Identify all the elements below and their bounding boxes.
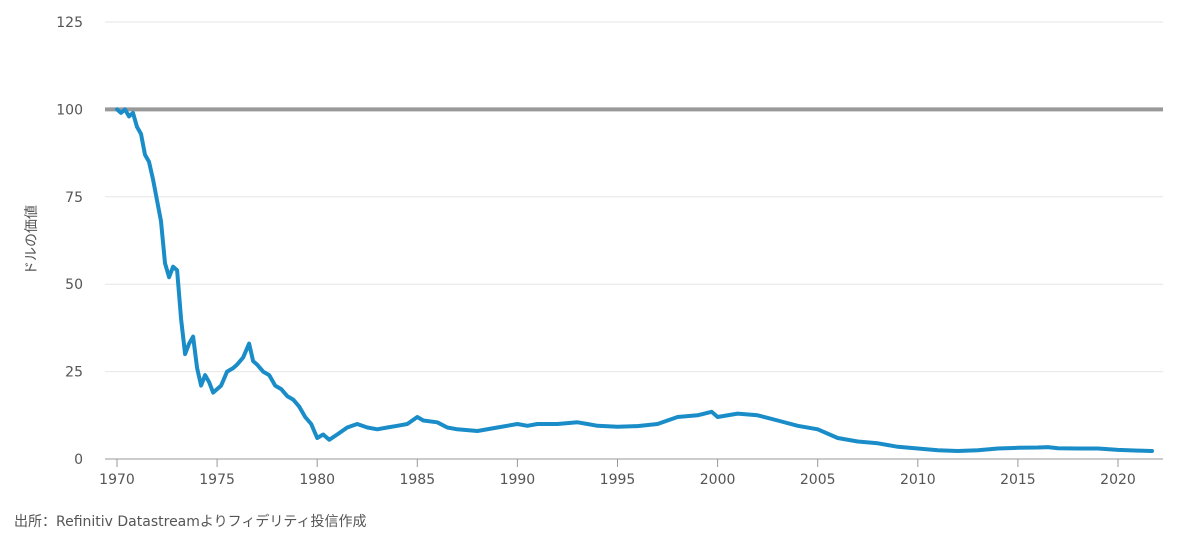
x-tick-label: 1970 bbox=[99, 472, 135, 488]
y-axis-label: ドルの価値 bbox=[24, 205, 40, 275]
x-tick-label: 2020 bbox=[1100, 472, 1136, 488]
x-tick-label: 1995 bbox=[600, 472, 636, 488]
dollar-value-series-line bbox=[115, 107, 1154, 453]
gridlines bbox=[105, 21, 1163, 373]
x-tick-label: 2005 bbox=[800, 472, 836, 488]
source-note: 出所：Refinitiv Datastreamよりフィデリティ投信作成 bbox=[14, 514, 367, 530]
y-axis-ticks: 0 25 50 75 100 125 bbox=[56, 15, 83, 468]
x-tick-label: 2010 bbox=[900, 472, 936, 488]
x-tick-label: 1985 bbox=[399, 472, 435, 488]
x-tick-label: 1980 bbox=[299, 472, 335, 488]
x-tick-label: 1975 bbox=[199, 472, 235, 488]
y-tick-label: 50 bbox=[65, 277, 83, 293]
y-tick-label: 125 bbox=[56, 15, 83, 31]
x-tick-label: 2000 bbox=[700, 472, 736, 488]
x-tick-label: 1990 bbox=[500, 472, 536, 488]
y-tick-label: 25 bbox=[65, 365, 83, 381]
x-axis-ticks: 1970 1975 1980 1985 1990 1995 2000 2005 2010 2015… bbox=[99, 459, 1136, 488]
y-tick-label: 100 bbox=[56, 102, 83, 118]
y-tick-label: 75 bbox=[65, 190, 83, 206]
y-tick-label: 0 bbox=[74, 452, 83, 468]
x-tick-label: 2015 bbox=[1000, 472, 1036, 488]
